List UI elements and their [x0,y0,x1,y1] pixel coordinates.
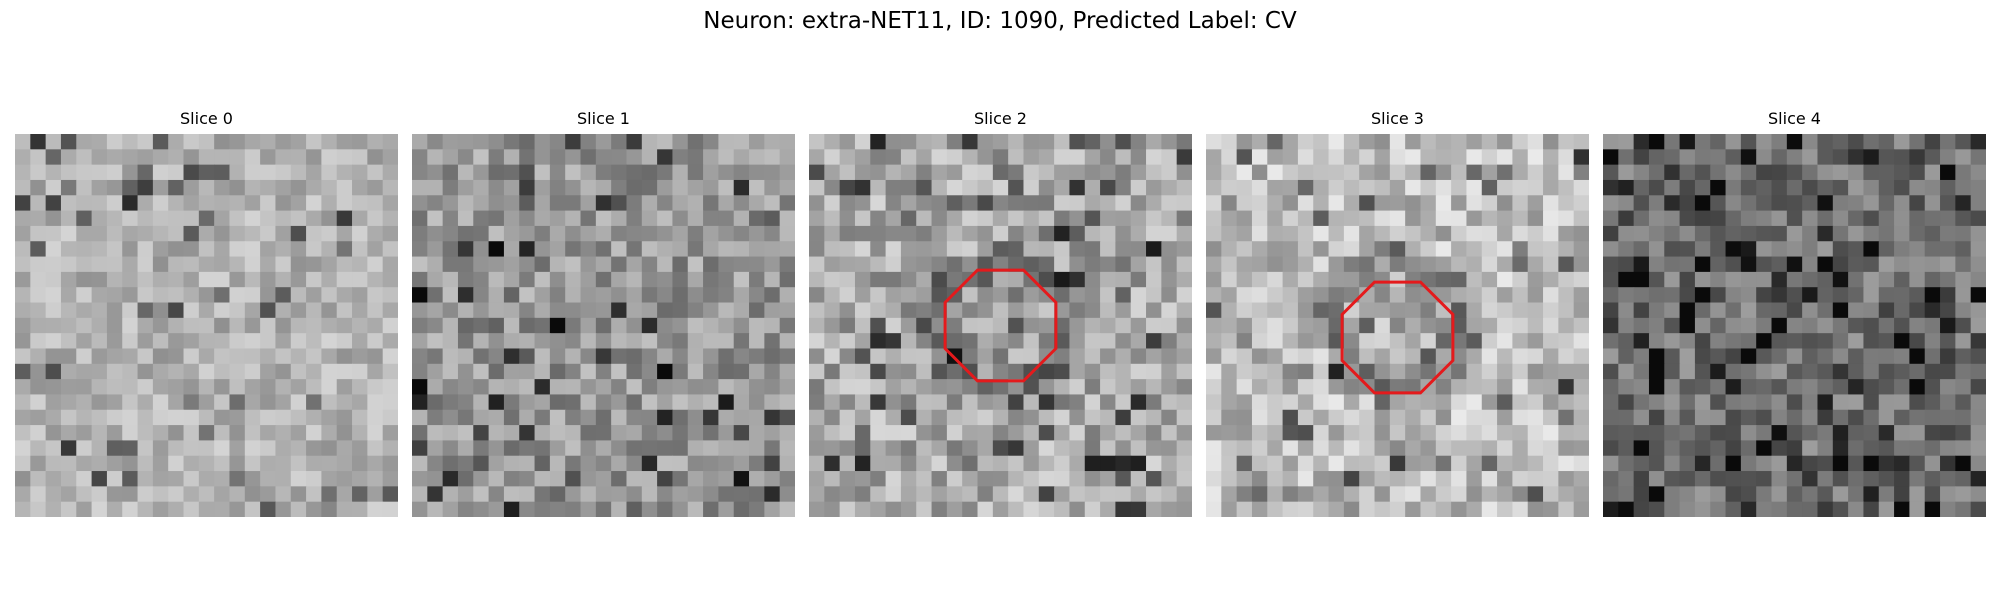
slice-panel-2: Slice 2 [809,108,1192,517]
vesicle-outline [943,268,1058,383]
slice-image [1206,134,1589,517]
pixel-grid [412,134,795,517]
slice-title: Slice 2 [974,109,1027,128]
slice-title: Slice 0 [180,109,233,128]
slice-panel-0: Slice 0 [15,108,398,517]
pixel-grid [1206,134,1589,517]
slice-panel-4: Slice 4 [1603,108,1986,517]
slice-title: Slice 4 [1768,109,1821,128]
vesicle-outline [1340,280,1455,395]
slice-title: Slice 3 [1371,109,1424,128]
slice-panel-3: Slice 3 [1206,108,1589,517]
pixel-grid [1603,134,1986,517]
slice-image [15,134,398,517]
pixel-grid [809,134,1192,517]
slice-image [412,134,795,517]
slice-panel-1: Slice 1 [412,108,795,517]
figure-title: Neuron: extra-NET11, ID: 1090, Predicted… [703,8,1297,34]
pixel-grid [15,134,398,517]
slice-image [809,134,1192,517]
slice-title: Slice 1 [577,109,630,128]
slice-image [1603,134,1986,517]
